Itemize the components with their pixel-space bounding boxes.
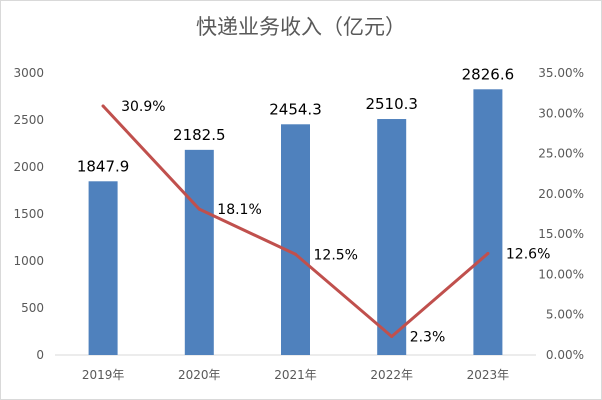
right-axis-tick-label: 5.00% [546,308,584,322]
line-data-labels: 30.9% 18.1% 12.5% 2.3% 12.6% [121,99,550,345]
x-axis-tick-label: 2019年 [82,368,125,382]
right-axis-tick-label: 30.00% [538,106,584,120]
bar-data-label: 2510.3 [365,95,418,113]
left-axis-tick-label: 2500 [13,113,44,127]
right-axis-tick-label: 10.00% [538,267,584,281]
bar-series [88,89,503,356]
left-axis-tick-label: 1000 [13,254,44,268]
bar-data-label: 2182.5 [173,126,226,144]
left-axis-tick-label: 3000 [13,66,44,80]
bar-data-label: 2826.6 [462,65,515,83]
line-point [486,251,490,255]
right-axis-tick-label: 25.00% [538,147,584,161]
line-point [101,104,105,108]
line-point [294,252,297,256]
left-axis: 0 500 1000 1500 2000 2500 3000 [13,66,44,362]
line-data-label: 12.6% [506,246,550,262]
bar [88,181,118,355]
left-axis-tick-label: 500 [21,301,44,315]
line-series [101,104,490,338]
right-axis-tick-label: 35.00% [538,66,584,80]
left-axis-tick-label: 0 [36,348,44,362]
x-axis-tick-label: 2021年 [274,368,317,382]
right-axis-tick-label: 15.00% [538,227,584,241]
left-axis-tick-label: 1500 [13,207,44,221]
bar [281,124,310,355]
bar [184,149,214,355]
line-point [197,207,201,211]
bar-data-labels: 1847.9 2182.5 2454.3 2510.3 2826.6 [77,65,514,175]
right-axis-tick-label: 0.00% [546,348,584,362]
bar-data-label: 1847.9 [77,157,130,175]
right-axis: 0.00% 5.00% 10.00% 15.00% 20.00% 25.00% 30.00%… [538,66,584,362]
bar-data-label: 2454.3 [269,100,322,118]
line-data-label: 18.1% [217,202,261,218]
line-point [390,334,394,338]
left-axis-tick-label: 2000 [13,160,44,174]
x-axis-tick-label: 2023年 [467,368,510,382]
bar [377,119,407,355]
line-data-label: 2.3% [410,329,446,345]
x-axis-tick-label: 2020年 [178,368,221,382]
line-data-label: 12.5% [314,247,358,263]
right-axis-tick-label: 20.00% [538,187,584,201]
x-axis: 2019年 2020年 2021年 2022年 2023年 [82,368,509,382]
x-axis-tick-label: 2022年 [370,368,413,382]
chart-title: 快递业务收入（亿元） [196,15,406,39]
line-data-label: 30.9% [121,99,165,115]
bar [473,89,503,356]
